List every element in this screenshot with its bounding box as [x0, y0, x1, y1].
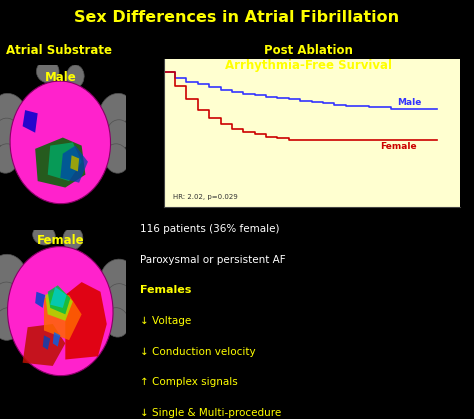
Polygon shape [60, 146, 88, 183]
X-axis label: Time (months): Time (months) [284, 222, 339, 231]
Ellipse shape [0, 308, 21, 340]
Text: Atrial Substrate: Atrial Substrate [6, 44, 112, 57]
Text: ↓ Voltage: ↓ Voltage [140, 316, 191, 326]
Polygon shape [35, 292, 45, 308]
Polygon shape [35, 137, 85, 188]
Ellipse shape [36, 60, 59, 83]
Text: Male: Male [397, 98, 421, 107]
Ellipse shape [0, 254, 26, 290]
Ellipse shape [33, 225, 55, 245]
Text: Paroxysmal or persistent AF: Paroxysmal or persistent AF [140, 255, 285, 265]
Polygon shape [53, 332, 60, 347]
Polygon shape [23, 110, 37, 133]
Text: Post Ablation
Arrhythmia-Free Survival: Post Ablation Arrhythmia-Free Survival [225, 44, 392, 72]
Text: Female: Female [36, 234, 84, 247]
Text: Female: Female [380, 142, 417, 151]
Text: ↑ Complex signals: ↑ Complex signals [140, 377, 237, 387]
Ellipse shape [104, 144, 129, 173]
Polygon shape [43, 335, 50, 350]
Ellipse shape [0, 282, 20, 314]
Ellipse shape [100, 259, 133, 292]
Polygon shape [45, 289, 73, 321]
Polygon shape [50, 287, 66, 308]
Ellipse shape [8, 246, 113, 376]
Text: Females: Females [140, 285, 191, 295]
Y-axis label: Arrhythmia-free Survival (%): Arrhythmia-free Survival (%) [138, 88, 144, 178]
Ellipse shape [63, 227, 83, 250]
Polygon shape [44, 295, 82, 340]
Text: ↓ Single & Multi-procedure
  success: ↓ Single & Multi-procedure success [140, 408, 281, 419]
Ellipse shape [100, 93, 131, 127]
Text: 116 patients (36% female): 116 patients (36% female) [140, 224, 279, 234]
Polygon shape [23, 324, 65, 366]
Text: Male: Male [45, 71, 76, 84]
Ellipse shape [66, 65, 84, 88]
Ellipse shape [0, 93, 26, 127]
Ellipse shape [107, 120, 132, 149]
Ellipse shape [0, 144, 18, 173]
Text: ↓ Conduction velocity: ↓ Conduction velocity [140, 347, 255, 357]
Polygon shape [48, 285, 70, 314]
Polygon shape [48, 142, 82, 181]
Ellipse shape [10, 81, 110, 204]
Ellipse shape [106, 284, 133, 316]
Ellipse shape [0, 118, 19, 147]
Text: Sex Differences in Atrial Fibrillation: Sex Differences in Atrial Fibrillation [74, 10, 400, 26]
Polygon shape [65, 282, 107, 360]
Ellipse shape [104, 308, 129, 337]
Polygon shape [70, 155, 79, 171]
Text: HR: 2.02, p=0.029: HR: 2.02, p=0.029 [173, 194, 237, 200]
